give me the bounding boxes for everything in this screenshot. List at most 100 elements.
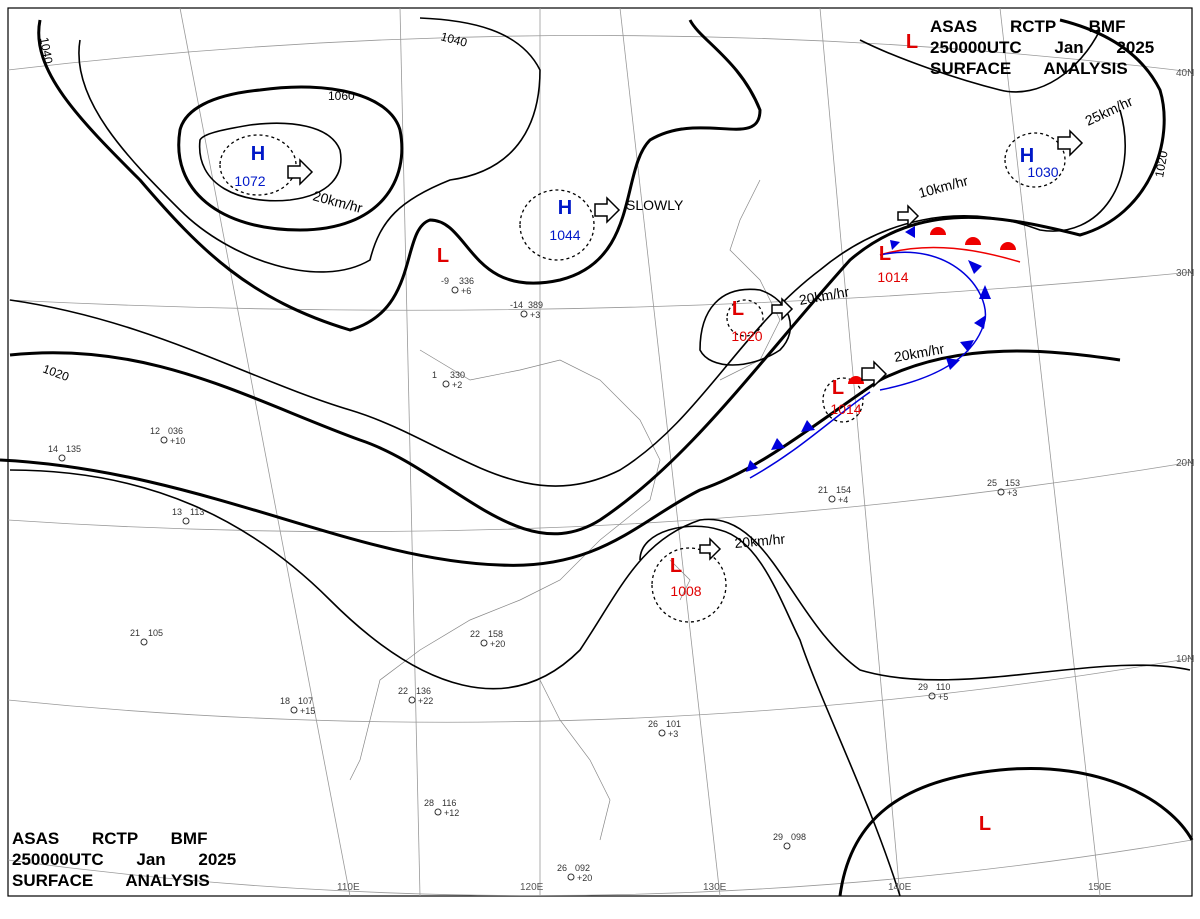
fronts — [746, 226, 1021, 479]
station-pressure: 135 — [66, 444, 81, 454]
header-line: 250000UTC Jan 2025 — [12, 850, 236, 869]
station-temp: 12 — [150, 426, 160, 436]
center-value: 1014 — [877, 269, 908, 285]
station-temp: 14 — [48, 444, 58, 454]
header-line: 250000UTC Jan 2025 — [930, 38, 1154, 57]
station: 13 113 — [172, 507, 204, 525]
station: 1 330+2 — [432, 370, 465, 390]
station-symbol — [140, 638, 148, 646]
station-tendency: +10 — [170, 436, 185, 446]
station-temp: 29 — [918, 682, 928, 692]
station-pressure: 101 — [666, 719, 681, 729]
station: 18 107+15 — [280, 696, 315, 716]
station: 21 105 — [130, 628, 163, 646]
station-symbol — [783, 842, 791, 850]
station: 22 158+20 — [470, 629, 505, 649]
station-symbol — [442, 380, 450, 388]
station-temp: -9 — [441, 276, 449, 286]
station: 29 110+5 — [918, 682, 950, 702]
station-pressure: 110 — [936, 682, 950, 692]
station-pressure: 154 — [836, 485, 851, 495]
center-type: L — [832, 377, 844, 399]
station-tendency: +2 — [452, 380, 462, 390]
station-tendency: +15 — [300, 706, 315, 716]
station-temp: 21 — [818, 485, 828, 495]
station-symbol — [997, 488, 1005, 496]
station-temp: 28 — [424, 798, 434, 808]
longitude-label: 140E — [888, 882, 912, 893]
center-type: H — [1020, 145, 1034, 167]
station-symbol — [567, 873, 575, 881]
station-pressure: 092 — [575, 863, 590, 873]
station-pressure: 113 — [190, 507, 204, 517]
station-tendency: +20 — [577, 873, 592, 883]
station-tendency: +6 — [461, 286, 471, 296]
isobar-label: 1060 — [328, 89, 355, 103]
station-tendency: +12 — [444, 808, 459, 818]
station: 14 135 — [48, 444, 81, 462]
header-line: SURFACE ANALYSIS — [930, 59, 1128, 78]
isobar-label: 1040 — [37, 36, 55, 65]
isobar-label: 1040 — [439, 29, 469, 50]
station: 26 092+20 — [557, 863, 592, 883]
station: 26 101+3 — [648, 719, 681, 739]
station-temp: 13 — [172, 507, 182, 517]
station-tendency: +4 — [838, 495, 848, 505]
center-value: 1008 — [670, 583, 701, 599]
station-pressure: 330 — [450, 370, 465, 380]
station: 25 153+3 — [987, 478, 1020, 498]
station-pressure: 107 — [298, 696, 313, 706]
station-symbol — [451, 286, 459, 294]
graticule — [7, 7, 1193, 897]
center-type: L — [670, 555, 682, 577]
isobar-label: 1020 — [1152, 149, 1170, 178]
latitude-label: 10N — [1176, 654, 1194, 665]
station: 22 136+22 — [398, 686, 433, 706]
station-temp: 29 — [773, 832, 783, 842]
header-line: ASAS RCTP BMF — [12, 829, 207, 848]
station: 21 154+4 — [818, 485, 851, 505]
motion-label: 20km/hr — [734, 531, 786, 551]
center-value: 1044 — [549, 227, 580, 243]
latitude-label: 40N — [1176, 68, 1194, 79]
station: -9 336+6 — [441, 276, 474, 296]
station: 12 036+10 — [150, 426, 185, 446]
longitude-label: 150E — [1088, 882, 1112, 893]
longitude-label: 120E — [520, 882, 544, 893]
center-value: 1030 — [1027, 164, 1058, 180]
station-pressure: 098 — [791, 832, 806, 842]
station-pressure: 116 — [442, 798, 456, 808]
center-value: 1014 — [830, 401, 861, 417]
station-symbol — [408, 696, 416, 704]
station: 29 098 — [773, 832, 806, 850]
station-tendency: +3 — [530, 310, 540, 320]
station-symbol — [290, 706, 298, 714]
station-symbol — [658, 729, 666, 737]
center-type: L — [979, 813, 991, 835]
station-pressure: 036 — [168, 426, 183, 436]
station-pressure: 389 — [528, 300, 543, 310]
motion-arrows — [287, 129, 1084, 561]
station-tendency: +20 — [490, 639, 505, 649]
isobars — [0, 17, 1194, 897]
station-pressure: 158 — [488, 629, 503, 639]
station-pressure: 153 — [1005, 478, 1020, 488]
motion-label: SLOWLY — [626, 197, 684, 213]
latitude-label: 30N — [1176, 268, 1194, 279]
center-type: L — [906, 31, 918, 53]
center-type: L — [879, 243, 891, 265]
station-temp: -14 — [510, 300, 523, 310]
station-pressure: 136 — [416, 686, 431, 696]
center-type: L — [437, 245, 449, 267]
station: -14 389+3 — [510, 300, 543, 320]
station-temp: 25 — [987, 478, 997, 488]
center-value: 1020 — [731, 328, 762, 344]
header-line: SURFACE ANALYSIS — [12, 871, 210, 890]
latitude-label: 20N — [1176, 458, 1194, 469]
station-tendency: +3 — [668, 729, 678, 739]
center-type: H — [558, 197, 572, 219]
station-symbol — [480, 639, 488, 647]
station-temp: 21 — [130, 628, 140, 638]
station-pressure: 105 — [148, 628, 163, 638]
